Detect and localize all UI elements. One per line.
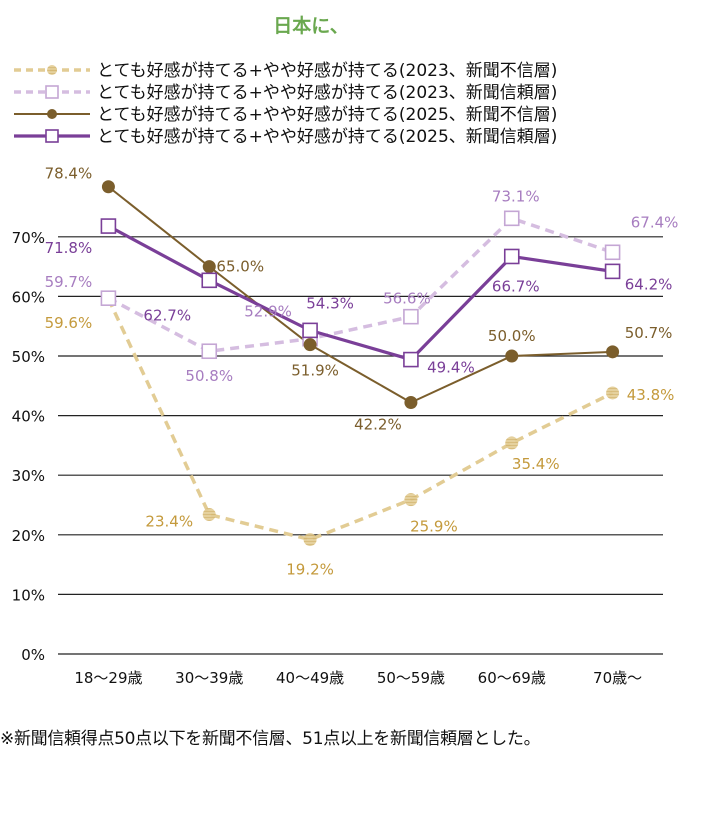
series-lines <box>106 185 614 542</box>
data-point <box>403 351 419 368</box>
y-tick-label: 60% <box>12 288 45 306</box>
data-label: 54.3% <box>306 294 354 312</box>
footnote: ※新聞信頼得点50点以下を新聞不信層、51点以上を新聞信頼層とした。 <box>0 729 541 749</box>
x-axis-categories: 18～29歳 30～39歳 40～49歳 50～59歳 60～69歳 70歳～ <box>74 669 642 687</box>
chart-title: 日本に、 <box>273 14 348 37</box>
data-point <box>201 343 218 360</box>
y-tick-label: 50% <box>12 348 45 366</box>
line-chart: 日本に、 とても好感が持てる+やや好感が持てる(2023、新聞不信層)とても好感… <box>12 14 679 687</box>
data-label: 23.4% <box>145 513 193 531</box>
data-label: 50.0% <box>488 327 536 345</box>
series-markers <box>100 180 621 547</box>
data-label: 52.9% <box>244 303 292 321</box>
data-point <box>302 322 318 339</box>
data-label: 25.9% <box>410 518 458 536</box>
series-line <box>107 216 614 353</box>
y-tick-label: 20% <box>12 527 45 545</box>
legend-marker <box>45 85 59 99</box>
x-category-label: 40～49歳 <box>276 669 344 687</box>
data-label: 67.4% <box>631 213 679 231</box>
legend-marker <box>45 129 59 143</box>
data-point <box>606 345 620 359</box>
data-label: 64.2% <box>625 275 673 293</box>
y-tick-label: 40% <box>12 408 45 426</box>
data-point <box>503 248 520 265</box>
data-point <box>101 180 115 194</box>
data-label: 42.2% <box>354 415 402 433</box>
data-point <box>201 272 218 289</box>
y-axis-ticks: 0% 10% 20% 30% 40% 50% 60% 70% <box>12 229 45 664</box>
x-category-label: 30～39歳 <box>175 669 243 687</box>
series-line <box>106 298 614 542</box>
x-category-label: 70歳～ <box>593 669 642 687</box>
legend-marker <box>47 109 57 119</box>
data-label: 66.7% <box>492 277 540 295</box>
data-label: 50.7% <box>625 324 673 342</box>
data-label: 51.9% <box>291 362 339 380</box>
gridlines <box>58 236 663 655</box>
data-label: 49.4% <box>427 359 475 377</box>
data-label: 65.0% <box>216 258 264 276</box>
data-label: 59.7% <box>45 273 93 291</box>
data-point <box>303 338 317 352</box>
data-point <box>202 260 216 274</box>
data-point <box>606 386 620 400</box>
data-point <box>503 210 520 227</box>
legend-label: とても好感が持てる+やや好感が持てる(2025、新聞不信層) <box>97 105 557 125</box>
x-category-label: 18～29歳 <box>74 669 142 687</box>
x-category-label: 60～69歳 <box>478 669 546 687</box>
x-category-label: 50～59歳 <box>377 669 445 687</box>
data-label: 43.8% <box>627 386 675 404</box>
series-line <box>107 185 613 404</box>
data-point <box>100 290 117 306</box>
data-point <box>404 493 418 507</box>
data-label: 59.6% <box>45 314 93 332</box>
legend-marker <box>47 65 57 75</box>
y-tick-label: 10% <box>12 586 45 604</box>
data-label: 19.2% <box>286 561 334 579</box>
series-line <box>107 224 613 362</box>
y-tick-label: 70% <box>12 229 45 247</box>
data-point <box>505 349 519 363</box>
data-label: 56.6% <box>383 290 431 308</box>
data-point <box>604 263 621 280</box>
data-point <box>100 218 117 234</box>
legend-label: とても好感が持てる+やや好感が持てる(2023、新聞信頼層) <box>97 83 557 103</box>
data-label: 71.8% <box>45 239 93 257</box>
data-label: 73.1% <box>492 187 540 205</box>
data-label: 35.4% <box>512 455 560 473</box>
data-label: 78.4% <box>45 165 93 183</box>
data-point <box>303 533 317 547</box>
data-labels: 59.6% 23.4% 19.2% 25.9% 35.4% 43.8% 59.7% 50.8%… <box>45 165 679 579</box>
data-point <box>202 508 216 522</box>
data-point <box>403 308 419 325</box>
data-label: 62.7% <box>143 306 191 324</box>
legend: とても好感が持てる+やや好感が持てる(2023、新聞不信層)とても好感が持てる+… <box>14 61 557 147</box>
legend-label: とても好感が持てる+やや好感が持てる(2025、新聞信頼層) <box>97 127 557 147</box>
data-point <box>604 244 621 261</box>
y-tick-label: 0% <box>21 646 45 664</box>
legend-label: とても好感が持てる+やや好感が持てる(2023、新聞不信層) <box>97 61 557 81</box>
data-point <box>404 395 418 409</box>
data-label: 50.8% <box>185 367 233 385</box>
y-tick-label: 30% <box>12 467 45 485</box>
data-point <box>505 436 519 450</box>
